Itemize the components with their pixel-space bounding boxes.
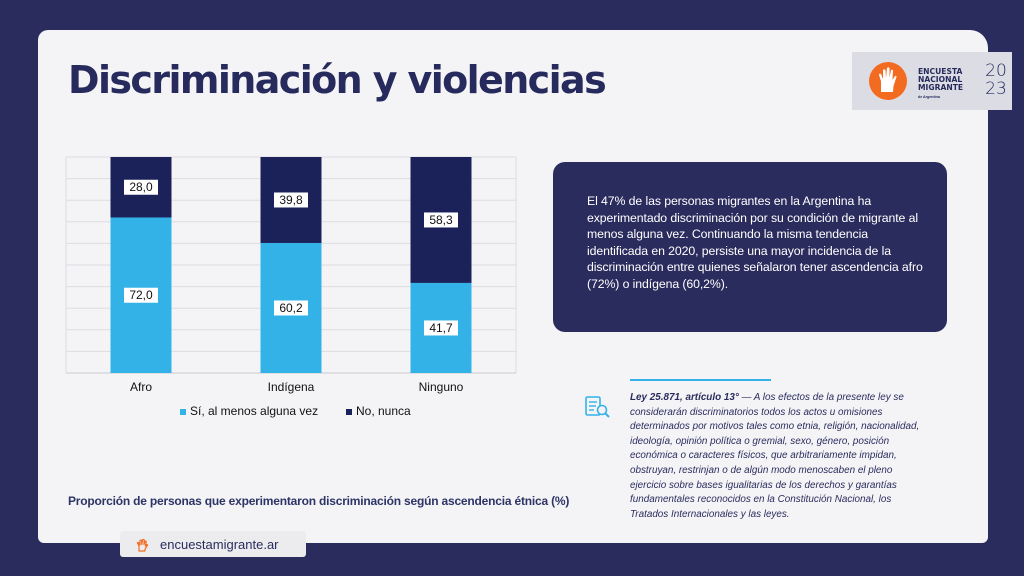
hand-logo-icon — [869, 62, 907, 100]
data-label-box — [124, 179, 158, 195]
category-label: Ninguno — [419, 380, 464, 394]
data-label: 28,0 — [129, 180, 153, 194]
website-url: encuestamigrante.ar — [160, 537, 279, 552]
page-title: Discriminación y violencias — [68, 58, 607, 102]
law-quote: Ley 25.871, artículo 13° — A los efectos… — [630, 391, 922, 522]
data-label: 41,7 — [429, 321, 453, 335]
legend-swatch — [346, 409, 352, 415]
data-label: 39,8 — [279, 193, 303, 207]
year-bottom: 23 — [985, 79, 1007, 99]
document-search-icon — [585, 396, 610, 418]
chart-caption: Proporción de personas que experimentaro… — [68, 494, 570, 508]
hand-logo-icon — [136, 538, 149, 552]
survey-brand: Encuesta Nacional Migrante de Argentina … — [852, 52, 1012, 110]
brand-name-line3: Migrante — [918, 83, 964, 93]
law-title: Ley 25.871, artículo 13° — [630, 392, 739, 403]
legend-swatch — [180, 409, 186, 415]
law-body: — A los efectos de la presente ley se co… — [630, 392, 920, 520]
data-label-box — [424, 320, 458, 336]
brand-name: Encuesta Nacional Migrante — [918, 67, 980, 93]
data-label: 58,3 — [429, 213, 453, 227]
website-link[interactable]: encuestamigrante.ar — [120, 531, 306, 557]
info-box: El 47% de las personas migrantes en la A… — [553, 162, 947, 332]
data-label-box — [124, 287, 158, 303]
category-label: Indígena — [268, 380, 315, 394]
category-label: Afro — [130, 380, 152, 394]
info-text: El 47% de las personas migrantes en la A… — [587, 194, 923, 291]
year-top: 20 — [985, 61, 1007, 81]
data-label-box — [274, 300, 308, 316]
data-label: 60,2 — [279, 301, 303, 315]
brand-subtitle: de Argentina — [918, 95, 940, 99]
data-label: 72,0 — [129, 288, 153, 302]
brand-name-line1: Encuesta — [918, 67, 963, 76]
brand-name-line2: Nacional — [918, 75, 963, 85]
brand-year: 20 23 — [984, 62, 1008, 98]
data-label-box — [274, 192, 308, 208]
legend-label: No, nunca — [356, 404, 411, 418]
data-label-box — [424, 212, 458, 228]
legend-label: Sí, al menos alguna vez — [190, 404, 318, 418]
law-divider — [630, 379, 771, 381]
